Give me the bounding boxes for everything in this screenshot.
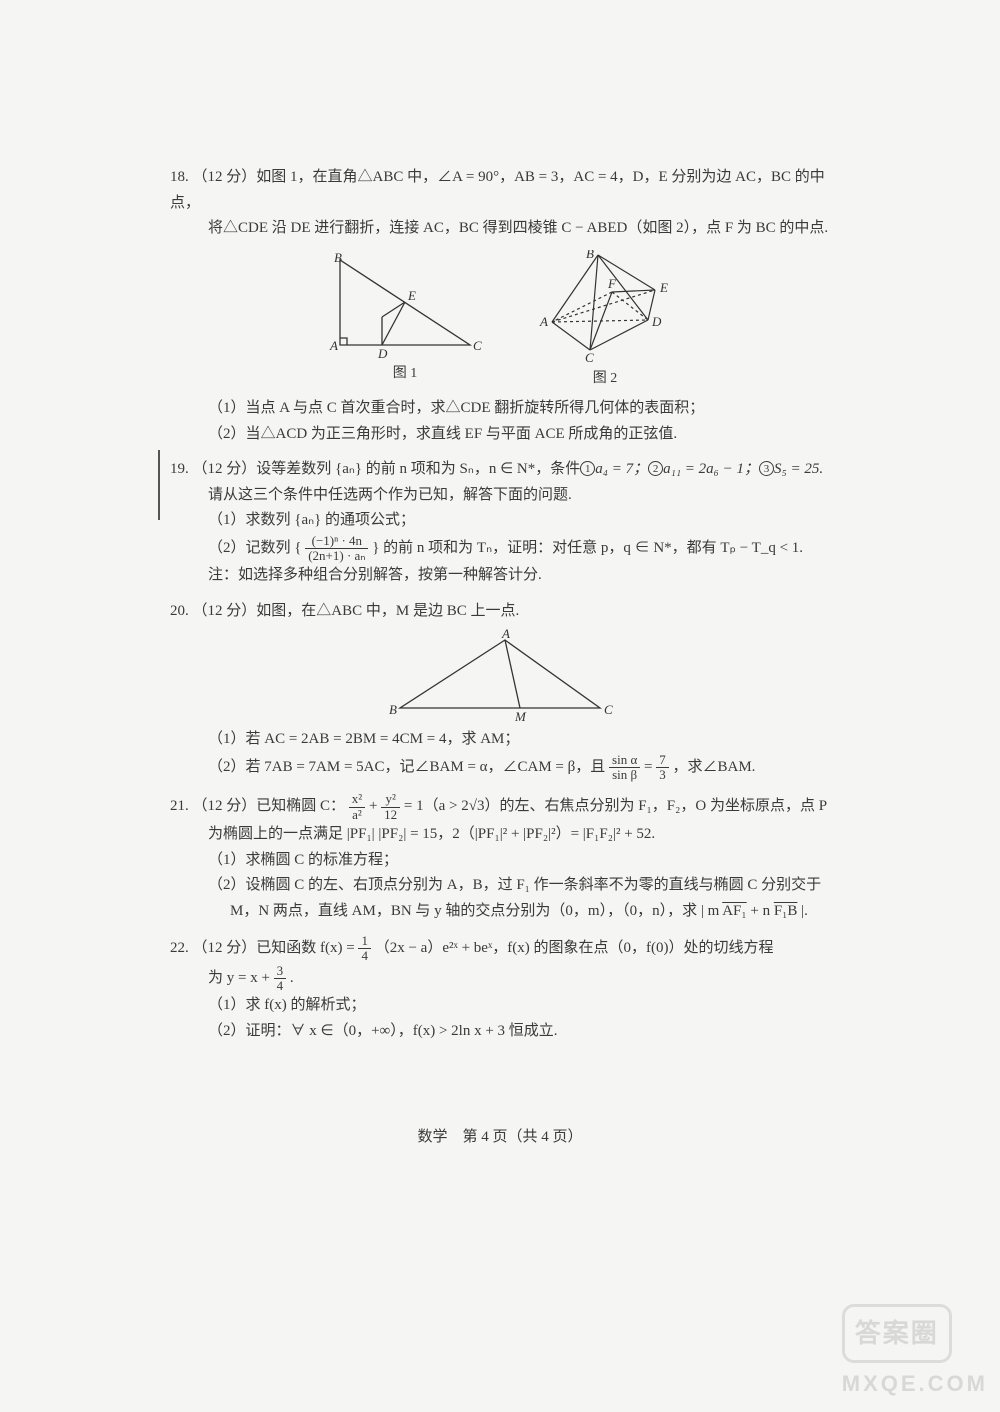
- watermark-url: MXQE.COM: [842, 1365, 988, 1402]
- watermark: 答案圈 MXQE.COM: [842, 1304, 988, 1402]
- q2-frac2: 7 3: [656, 753, 669, 783]
- stem-b: （2x − a）e²ˣ + beˣ，f(x) 的图象在点（0，f(0)）处的切线…: [375, 940, 774, 956]
- fig2-caption: 图 2: [530, 367, 680, 391]
- q2-a: （2）记数列 {: [208, 540, 301, 556]
- fig2-svg: A B C D E F: [530, 250, 680, 365]
- problem-number: 22.: [170, 940, 189, 956]
- problem-19-q2: （2）记数列 { (−1)ⁿ · 4n (2n+1) · aₙ } 的前 n 项…: [170, 534, 830, 564]
- problem-18-q2: （2）当△ACD 为正三角形时，求直线 EF 与平面 ACE 所成角的正弦值.: [170, 422, 830, 448]
- fig20-svg: A B C M: [375, 628, 625, 723]
- problem-number: 18.: [170, 169, 189, 185]
- cond3: S₅ = 25.: [774, 461, 823, 477]
- eq: =: [644, 759, 656, 775]
- problem-20-stem: 20. （12 分）如图，在△ABC 中，M 是边 BC 上一点.: [170, 599, 830, 625]
- problem-21-q1: （1）求椭圆 C 的标准方程；: [170, 848, 830, 874]
- stem-a: 已知函数 f(x) =: [256, 940, 358, 956]
- svg-text:B: B: [334, 250, 342, 265]
- problem-18-q1: （1）当点 A 与点 C 首次重合时，求△CDE 翻折旋转所得几何体的表面积；: [170, 396, 830, 422]
- q2-a: （2）若 7AB = 7AM = 5AC，记∠BAM = α，∠CAM = β，…: [208, 759, 609, 775]
- problem-22-q2: （2）证明：∀ x ∈（0，+∞），f(x) > 2ln x + 3 恒成立.: [170, 1019, 830, 1045]
- problem-19-stem-line2: 请从这三个条件中任选两个作为已知，解答下面的问题.: [170, 483, 830, 509]
- stem-text: 设等差数列 {aₙ} 的前 n 项和为 Sₙ，n ∈ N*，条件: [256, 461, 580, 477]
- q2-frac: sin α sin β: [609, 753, 640, 783]
- svg-text:D: D: [651, 314, 662, 329]
- problem-number: 19.: [170, 461, 189, 477]
- stem-text: 如图，在△ABC 中，M 是边 BC 上一点.: [256, 603, 519, 619]
- problem-number: 20.: [170, 603, 189, 619]
- vec1: AF₁: [722, 903, 746, 919]
- svg-text:C: C: [585, 350, 594, 365]
- points: （12 分）: [193, 940, 257, 956]
- svg-text:D: D: [377, 346, 388, 360]
- problem-19-note: 注：如选择多种组合分别解答，按第一种解答计分.: [170, 563, 830, 589]
- plus: +: [369, 799, 381, 815]
- svg-text:F: F: [607, 276, 617, 291]
- problem-21-q2a: （2）设椭圆 C 的左、右顶点分别为 A，B，过 F₁ 作一条斜率不为零的直线与…: [170, 873, 830, 899]
- problem-22-stem-line2: 为 y = x + 34 .: [170, 964, 830, 994]
- points: （12 分）: [193, 169, 257, 185]
- problem-21: 21. （12 分）已知椭圆 C： x²a² + y²12 = 1（a > 2√…: [170, 792, 830, 924]
- frac1: 14: [358, 934, 371, 964]
- problem-number: 21.: [170, 799, 189, 815]
- figure-row: A B C D E 图 1: [170, 250, 830, 391]
- problem-18: 18. （12 分）如图 1，在直角△ABC 中，∠A = 90°，AB = 3…: [170, 165, 830, 447]
- cond1: a₄ = 7；: [595, 461, 648, 477]
- points: （12 分）: [193, 461, 257, 477]
- problem-18-stem-line1: 18. （12 分）如图 1，在直角△ABC 中，∠A = 90°，AB = 3…: [170, 165, 830, 216]
- problem-21-stem-line2: 为椭圆上的一点满足 |PF₁| |PF₂| = 15，2（|PF₁|² + |P…: [170, 822, 830, 848]
- figure-2: A B C D E F 图 2: [530, 250, 680, 391]
- points: （12 分）: [193, 799, 257, 815]
- cond-1-icon: 1: [580, 461, 595, 476]
- problem-18-stem-line2: 将△CDE 沿 DE 进行翻折，连接 AC，BC 得到四棱锥 C − ABED（…: [170, 216, 830, 242]
- svg-text:C: C: [473, 338, 482, 353]
- plus: + n: [747, 903, 774, 919]
- watermark-badge: 答案圈: [842, 1304, 952, 1362]
- fig1-caption: 图 1: [320, 362, 490, 386]
- svg-text:B: B: [389, 702, 397, 717]
- svg-text:A: A: [539, 314, 548, 329]
- frac2: 34: [274, 964, 287, 994]
- page-footer: 数学 第 4 页（共 4 页）: [0, 1125, 1000, 1151]
- svg-text:A: A: [329, 338, 338, 353]
- binding-mark: [158, 450, 160, 520]
- problem-21-stem-line1: 21. （12 分）已知椭圆 C： x²a² + y²12 = 1（a > 2√…: [170, 792, 830, 822]
- problem-22-stem-line1: 22. （12 分）已知函数 f(x) = 14 （2x − a）e²ˣ + b…: [170, 934, 830, 964]
- frac-x: x²a²: [349, 792, 365, 822]
- problem-22: 22. （12 分）已知函数 f(x) = 14 （2x − a）e²ˣ + b…: [170, 934, 830, 1044]
- stem-b: = 1（a > 2√3）的左、右焦点分别为 F₁，F₂，O 为坐标原点，点 P: [404, 799, 827, 815]
- svg-text:E: E: [659, 280, 668, 295]
- cond-3-icon: 3: [759, 461, 774, 476]
- problem-19-stem-line1: 19. （12 分）设等差数列 {aₙ} 的前 n 项和为 Sₙ，n ∈ N*，…: [170, 457, 830, 483]
- svg-text:C: C: [604, 702, 613, 717]
- svg-text:A: A: [501, 628, 510, 641]
- svg-text:M: M: [514, 709, 527, 723]
- cond-2-icon: 2: [648, 461, 663, 476]
- problem-20-q2: （2）若 7AB = 7AM = 5AC，记∠BAM = α，∠CAM = β，…: [170, 753, 830, 783]
- svg-text:B: B: [586, 250, 594, 261]
- fig1-svg: A B C D E: [320, 250, 490, 360]
- problem-19: 19. （12 分）设等差数列 {aₙ} 的前 n 项和为 Sₙ，n ∈ N*，…: [170, 457, 830, 589]
- stem-d: .: [290, 970, 294, 986]
- q2-b: M，N 两点，直线 AM，BN 与 y 轴的交点分别为（0，m），（0，n），求…: [230, 903, 722, 919]
- stem-text: 如图 1，在直角△ABC 中，∠A = 90°，AB = 3，AC = 4，D，…: [170, 169, 825, 211]
- q2-c: |.: [797, 903, 808, 919]
- problem-20-q1: （1）若 AC = 2AB = 2BM = 4CM = 4，求 AM；: [170, 727, 830, 753]
- figure-1: A B C D E 图 1: [320, 250, 490, 391]
- stem-c: 为 y = x +: [208, 970, 274, 986]
- q2-frac: (−1)ⁿ · 4n (2n+1) · aₙ: [305, 534, 368, 564]
- cond2: a₁₁ = 2a₆ − 1；: [663, 461, 759, 477]
- svg-text:E: E: [407, 288, 416, 303]
- problem-21-q2b: M，N 两点，直线 AM，BN 与 y 轴的交点分别为（0，m），（0，n），求…: [170, 899, 830, 925]
- problem-19-q1: （1）求数列 {aₙ} 的通项公式；: [170, 508, 830, 534]
- frac-y: y²12: [381, 792, 400, 822]
- figure-20: A B C M: [170, 628, 830, 723]
- stem-a: 已知椭圆 C：: [256, 799, 345, 815]
- q2-b: ，求∠BAM.: [672, 759, 755, 775]
- vec2: F₁B: [774, 903, 798, 919]
- problem-20: 20. （12 分）如图，在△ABC 中，M 是边 BC 上一点. A B C …: [170, 599, 830, 783]
- problem-22-q1: （1）求 f(x) 的解析式；: [170, 993, 830, 1019]
- points: （12 分）: [193, 603, 257, 619]
- page-content: 18. （12 分）如图 1，在直角△ABC 中，∠A = 90°，AB = 3…: [170, 165, 830, 1054]
- q2-b: } 的前 n 项和为 Tₙ，证明：对任意 p，q ∈ N*，都有 Tₚ − T_…: [372, 540, 803, 556]
